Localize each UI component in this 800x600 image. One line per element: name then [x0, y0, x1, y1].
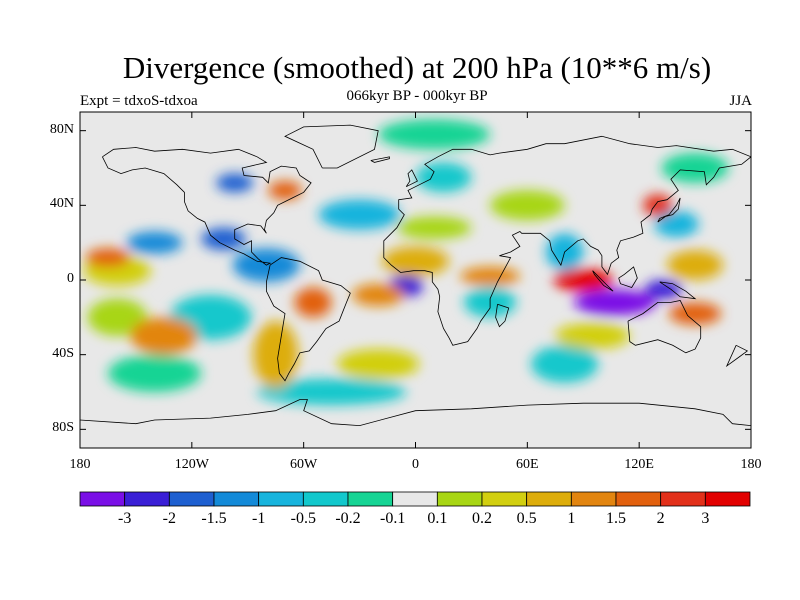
colorbar-swatch	[213, 491, 260, 507]
colorbar	[79, 491, 751, 507]
divergence-region	[460, 266, 520, 286]
map-subtitle: 066kyr BP - 000kyr BP	[346, 88, 488, 104]
colorbar-swatch	[258, 491, 304, 507]
longitude-tick-label: 120W	[174, 457, 209, 472]
longitude-tick-label: 60E	[516, 457, 539, 472]
colorbar-label: 2	[656, 510, 665, 527]
divergence-region	[294, 287, 332, 318]
colorbar-label: -0.2	[335, 510, 361, 527]
colorbar-swatch	[124, 491, 170, 507]
colorbar-swatch	[526, 491, 572, 507]
divergence-region	[644, 280, 683, 299]
colorbar-label: 0.5	[516, 510, 537, 527]
coastline	[627, 300, 702, 354]
latitude-tick-label: 80S	[52, 420, 74, 436]
longitude-tick-label: 180	[69, 457, 91, 472]
divergence-region	[216, 173, 254, 193]
colorbar-swatch	[79, 491, 126, 507]
colorbar-label: -2	[162, 510, 176, 527]
divergence-region	[257, 378, 407, 406]
coastline	[725, 344, 749, 368]
divergence-region	[661, 153, 729, 183]
colorbar-swatch	[704, 491, 751, 507]
latitude-tick-label: 80N	[49, 121, 74, 137]
colorbar-label: 0.1	[427, 510, 448, 527]
divergence-region	[667, 250, 724, 280]
longitude-tick-label: 60W	[290, 457, 318, 472]
coastline	[405, 169, 418, 188]
coastline	[657, 197, 681, 223]
longitude-tick-label: 120E	[624, 457, 654, 472]
colorbar-swatch	[660, 491, 706, 507]
divergence-region	[642, 194, 673, 217]
divergence-region	[553, 268, 614, 292]
coastline	[659, 281, 697, 300]
divergence-region	[85, 248, 131, 267]
divergence-region	[337, 349, 420, 379]
colorbar-label: 1	[567, 510, 576, 527]
divergence-region	[318, 199, 401, 230]
colorbar-label: -1	[251, 510, 266, 527]
colorbar-swatch	[168, 491, 215, 507]
coastline	[80, 399, 751, 427]
colorbar-label: -3	[117, 510, 132, 527]
colorbar-swatch	[615, 491, 662, 507]
map-ticks	[79, 112, 752, 448]
experiment-label: Expt = tdxoS-tdxoa	[80, 93, 198, 109]
divergence-region	[490, 190, 565, 221]
colorbar-swatch	[392, 491, 438, 507]
coastline	[284, 124, 379, 169]
coastline	[102, 147, 312, 266]
divergence-region	[130, 317, 198, 355]
colorbar-label: -1.5	[201, 510, 227, 527]
colorbar-label: 3	[701, 510, 710, 527]
divergence-region	[126, 231, 183, 254]
coastline	[495, 303, 510, 328]
colorbar-label: -0.1	[379, 510, 406, 527]
colorbar-label: 1.5	[606, 510, 626, 527]
divergence-region	[396, 216, 472, 239]
divergence-field	[83, 119, 729, 406]
latitude-tick-label: 40S	[52, 345, 74, 361]
season-label: JJA	[729, 93, 752, 109]
map-title: Divergence (smoothed) at 200 hPa (10**6 …	[122, 50, 712, 85]
latitude-tick-label: 0	[67, 271, 74, 286]
map-plot-area	[80, 112, 751, 448]
divergence-region	[87, 298, 148, 337]
divergence-region	[201, 227, 246, 251]
coastlines	[80, 124, 751, 427]
colorbar-swatch	[302, 491, 349, 507]
divergence-region	[555, 322, 630, 350]
divergence-region	[253, 321, 299, 389]
coastline	[592, 270, 614, 292]
coastline	[265, 257, 351, 382]
colorbar-swatch	[481, 491, 528, 507]
divergence-region	[668, 302, 722, 325]
divergence-region	[415, 162, 472, 193]
coastline	[370, 156, 390, 163]
colorbar-swatch	[570, 491, 617, 507]
latitude-tick-label: 40N	[49, 196, 74, 212]
divergence-region	[352, 283, 405, 307]
colorbar-label: -0.5	[290, 510, 316, 527]
divergence-region	[654, 210, 699, 238]
colorbar-swatch	[347, 491, 394, 507]
divergence-region	[107, 354, 202, 393]
divergence-region	[268, 181, 302, 200]
colorbar-label: 0.2	[472, 510, 492, 527]
colorbar-swatch	[436, 491, 483, 507]
divergence-region	[381, 246, 450, 277]
longitude-tick-label: 0	[412, 457, 419, 472]
coastline	[618, 266, 638, 288]
coastline	[383, 135, 751, 346]
longitude-tick-label: 180	[740, 457, 762, 472]
divergence-region	[531, 345, 599, 383]
divergence-region	[378, 119, 491, 150]
divergence-region	[573, 289, 656, 316]
